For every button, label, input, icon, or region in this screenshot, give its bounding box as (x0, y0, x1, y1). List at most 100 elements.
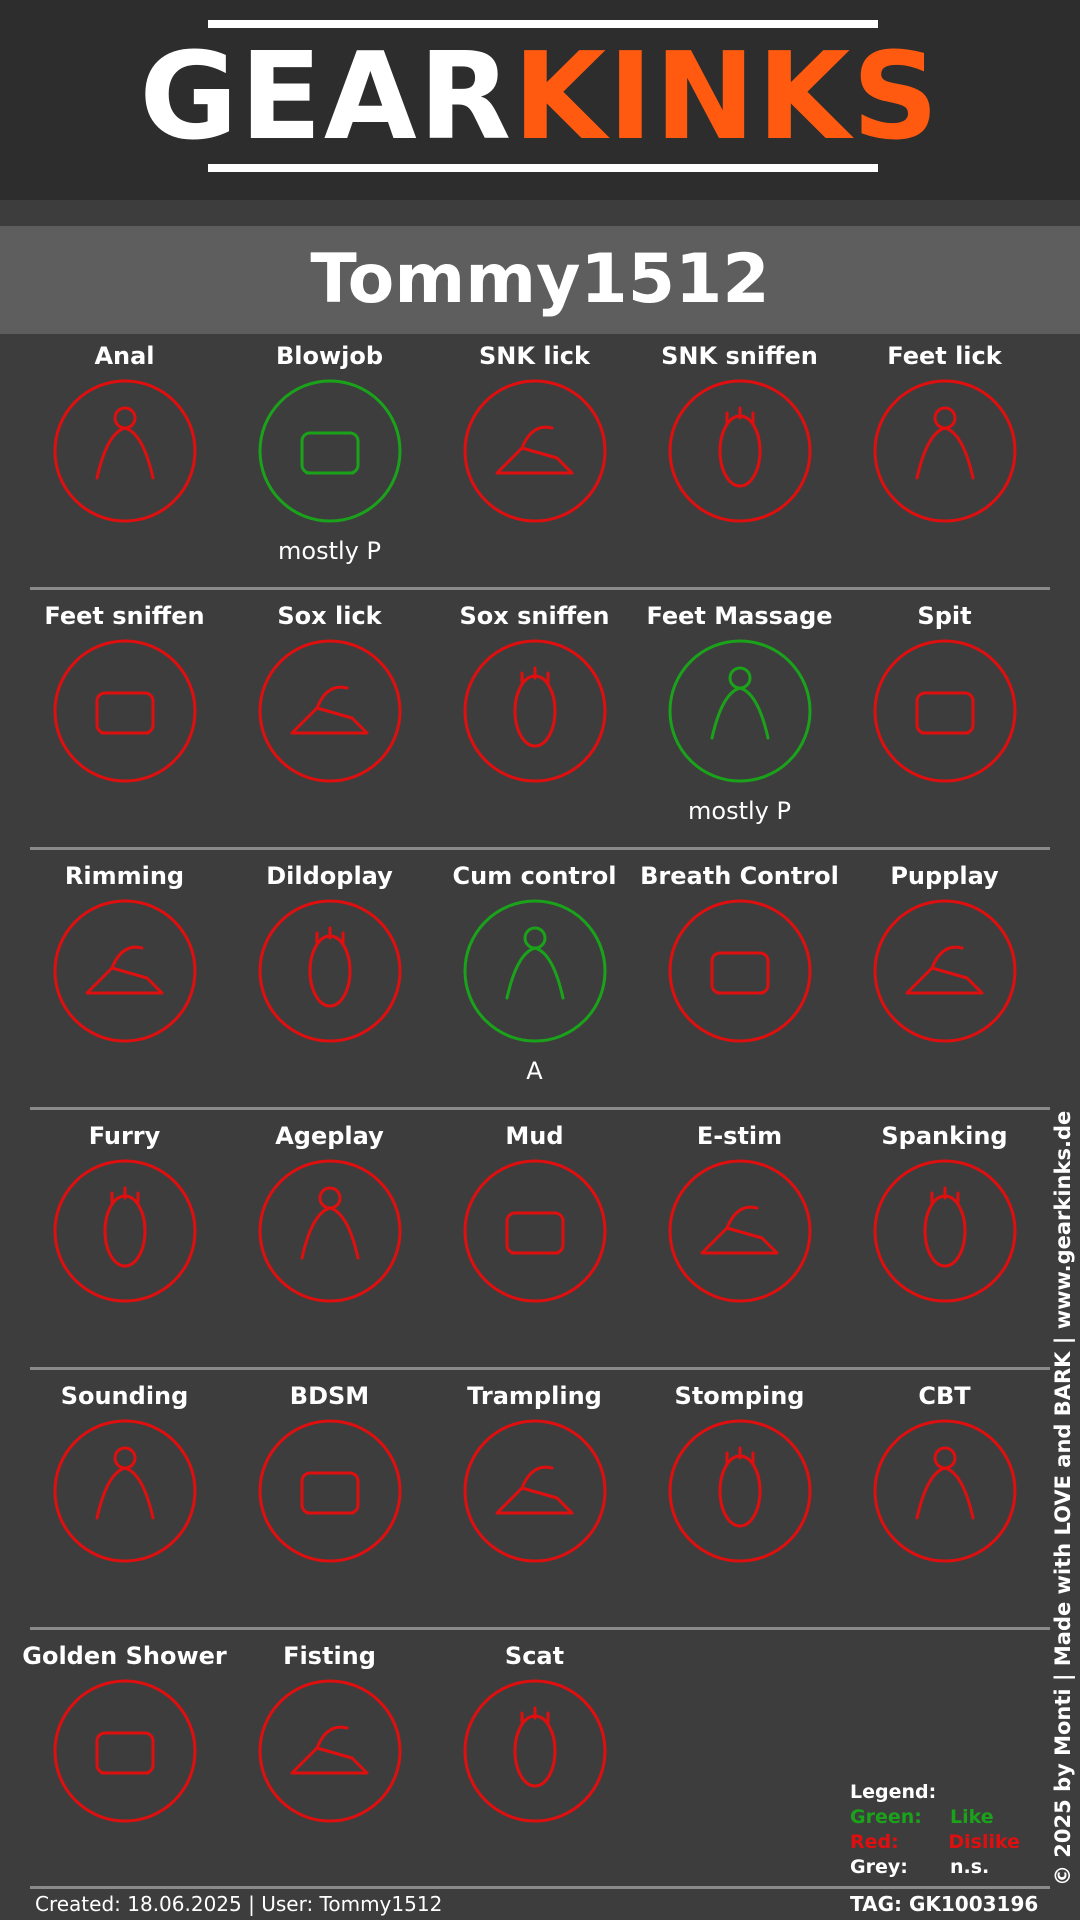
legend-ns-row: Grey: n.s. (850, 1855, 1020, 1880)
kink-item: BDSM (227, 1380, 432, 1640)
blowjob-icon (258, 379, 402, 523)
golden-shower-icon (53, 1679, 197, 1823)
kink-label: Trampling (467, 1382, 602, 1410)
kink-item: Scat (432, 1640, 637, 1900)
brand-logo-part2: KINKS (513, 28, 941, 167)
kink-item: Golden Shower (22, 1640, 227, 1900)
kink-item: Blowjob mostly P (227, 340, 432, 600)
feet-massage-icon (668, 639, 812, 783)
poop-icon (463, 1679, 607, 1823)
rimming-icon (53, 899, 197, 1043)
socks-sniff-icon (463, 639, 607, 783)
kink-label: Spit (917, 602, 972, 630)
legend-red-value: Dislike (948, 1831, 1020, 1853)
header: GEARKINKS (0, 0, 1080, 200)
row-divider (30, 1367, 1050, 1370)
cbt-icon (873, 1419, 1017, 1563)
kink-label: Cum control (452, 862, 617, 890)
kink-label: Rimming (64, 862, 185, 890)
footer-divider (30, 1886, 1050, 1889)
legend-red-key: Red: (850, 1831, 899, 1853)
kink-label: SNK sniffen (661, 342, 818, 370)
estim-icon (668, 1159, 812, 1303)
trampling-icon (463, 1419, 607, 1563)
boot-icon (668, 1419, 812, 1563)
mud-icon (463, 1159, 607, 1303)
kink-item: Stomping (637, 1380, 842, 1640)
kink-label: Feet Massage (646, 602, 833, 630)
kink-label: Mud (505, 1122, 564, 1150)
sounding-icon (53, 1419, 197, 1563)
kink-item: Sounding (22, 1380, 227, 1640)
legend-grey-value: n.s. (950, 1856, 990, 1878)
kink-label: Sox lick (277, 602, 382, 630)
footer-tag: TAG: GK1003196 (850, 1892, 1039, 1916)
kink-note: mostly P (688, 797, 791, 825)
breath-control-icon (668, 899, 812, 1043)
legend-green-key: Green: (850, 1806, 922, 1828)
kink-label: Sounding (60, 1382, 189, 1410)
cum-control-icon (463, 899, 607, 1043)
kink-item: Pupplay (842, 860, 1047, 1120)
kink-label: BDSM (289, 1382, 370, 1410)
kink-label: CBT (918, 1382, 971, 1410)
kink-label: E-stim (696, 1122, 783, 1150)
kink-item: Anal (22, 340, 227, 600)
user-name: Tommy1512 (310, 240, 770, 319)
kink-label: Feet lick (887, 342, 1002, 370)
kink-label: SNK lick (479, 342, 590, 370)
kink-label: Feet sniffen (44, 602, 205, 630)
bdsm-heart-icon (258, 1419, 402, 1563)
legend-like-row: Green: Like (850, 1805, 1020, 1830)
kink-label: Scat (504, 1642, 565, 1670)
kink-note: mostly P (278, 537, 381, 565)
kink-item: Spanking (842, 1120, 1047, 1380)
kink-item: Ageplay (227, 1120, 432, 1380)
kink-label: Spanking (881, 1122, 1008, 1150)
kink-item: CBT (842, 1380, 1047, 1640)
logo-bottom-bar (208, 164, 878, 172)
legend-grey-key: Grey: (850, 1856, 908, 1878)
kink-item: Fisting (227, 1640, 432, 1900)
spit-icon (873, 639, 1017, 783)
kink-label: Furry (88, 1122, 161, 1150)
kink-label: Ageplay (275, 1122, 384, 1150)
sneaker-sniff-icon (668, 379, 812, 523)
kink-item: E-stim (637, 1120, 842, 1380)
kink-item: Sox sniffen (432, 600, 637, 860)
brand-logo[interactable]: GEARKINKS (0, 38, 1080, 158)
kink-item: Furry (22, 1120, 227, 1380)
kink-item: Rimming (22, 860, 227, 1120)
kink-label: Blowjob (275, 342, 384, 370)
kink-label: Breath Control (640, 862, 839, 890)
legend-dislike-row: Red: Dislike (850, 1830, 1020, 1855)
kink-item: SNK lick (432, 340, 637, 600)
kink-item: Feet lick (842, 340, 1047, 600)
pup-icon (873, 899, 1017, 1043)
kink-item: Trampling (432, 1380, 637, 1640)
kink-item: Breath Control (637, 860, 842, 1120)
kink-label: Golden Shower (22, 1642, 227, 1670)
legend-green-value: Like (950, 1806, 994, 1828)
kink-note: A (526, 1057, 543, 1085)
side-credit: © 2025 by Monti | Made with LOVE and BAR… (1051, 1110, 1075, 1886)
kink-label: Fisting (283, 1642, 376, 1670)
dildo-icon (258, 899, 402, 1043)
brand-logo-part1: GEAR (139, 28, 514, 167)
kink-label: Pupplay (890, 862, 999, 890)
wolf-icon (53, 1159, 197, 1303)
row-divider (30, 587, 1050, 590)
kink-item: Feet sniffen (22, 600, 227, 860)
kink-item: SNK sniffen (637, 340, 842, 600)
paddle-icon (873, 1159, 1017, 1303)
pacifier-icon (258, 1159, 402, 1303)
footer-created: Created: 18.06.2025 | User: Tommy1512 (35, 1892, 443, 1916)
sneaker-lick-icon (463, 379, 607, 523)
foot-lick-icon (873, 379, 1017, 523)
kink-item: Spit (842, 600, 1047, 860)
fist-icon (258, 1679, 402, 1823)
kink-item: Mud (432, 1120, 637, 1380)
socks-lick-icon (258, 639, 402, 783)
row-divider (30, 847, 1050, 850)
kink-label: Anal (94, 342, 155, 370)
